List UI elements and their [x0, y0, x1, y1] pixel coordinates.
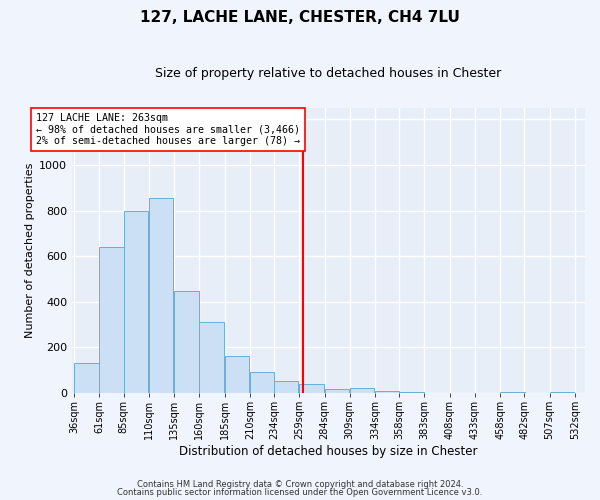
Bar — [149, 198, 173, 392]
Text: Contains HM Land Registry data © Crown copyright and database right 2024.: Contains HM Land Registry data © Crown c… — [137, 480, 463, 489]
Text: 127, LACHE LANE, CHESTER, CH4 7LU: 127, LACHE LANE, CHESTER, CH4 7LU — [140, 10, 460, 25]
Bar — [299, 384, 324, 392]
Bar — [350, 388, 374, 392]
Bar — [224, 356, 249, 393]
Text: Contains public sector information licensed under the Open Government Licence v3: Contains public sector information licen… — [118, 488, 482, 497]
Bar — [74, 363, 98, 392]
Bar — [199, 322, 224, 392]
Bar — [250, 372, 274, 392]
Text: 127 LACHE LANE: 263sqm
← 98% of detached houses are smaller (3,466)
2% of semi-d: 127 LACHE LANE: 263sqm ← 98% of detached… — [36, 112, 300, 146]
Bar — [375, 391, 400, 392]
Bar — [124, 210, 148, 392]
Title: Size of property relative to detached houses in Chester: Size of property relative to detached ho… — [155, 68, 502, 80]
Bar — [174, 292, 199, 392]
Y-axis label: Number of detached properties: Number of detached properties — [25, 162, 35, 338]
Bar — [100, 247, 124, 392]
Bar — [274, 381, 298, 392]
X-axis label: Distribution of detached houses by size in Chester: Distribution of detached houses by size … — [179, 444, 478, 458]
Bar — [325, 389, 349, 392]
